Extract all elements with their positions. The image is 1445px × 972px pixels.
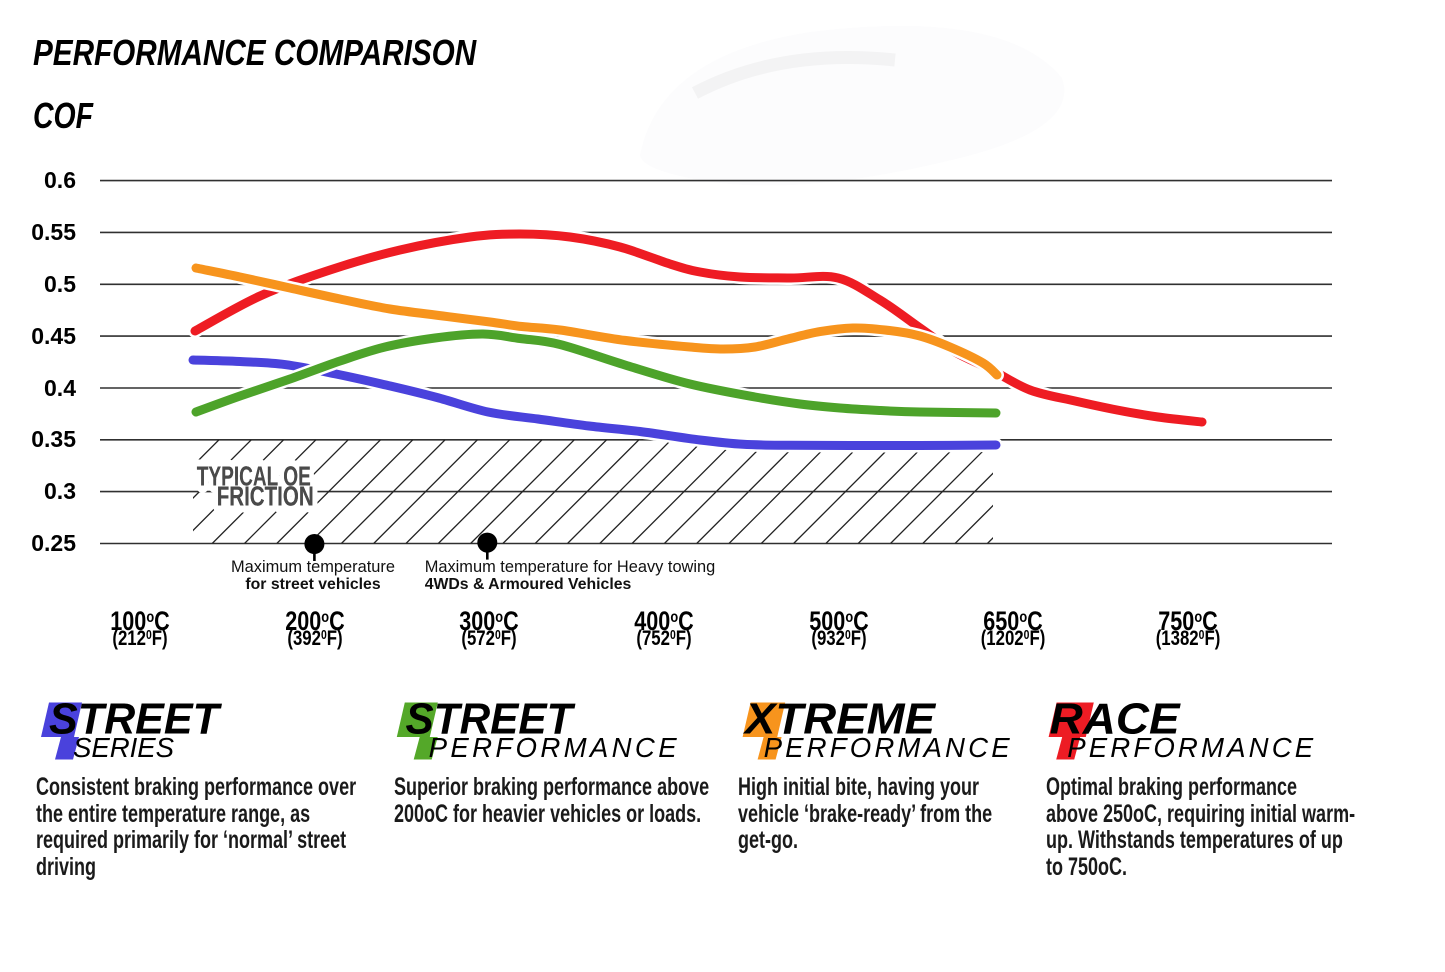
svg-text:TYPICAL OE: TYPICAL OE	[197, 460, 311, 491]
svg-text:FRICTION: FRICTION	[217, 481, 314, 512]
svg-text:FRICTION: FRICTION	[217, 481, 314, 512]
svg-text:TYPICAL OE: TYPICAL OE	[197, 460, 311, 491]
